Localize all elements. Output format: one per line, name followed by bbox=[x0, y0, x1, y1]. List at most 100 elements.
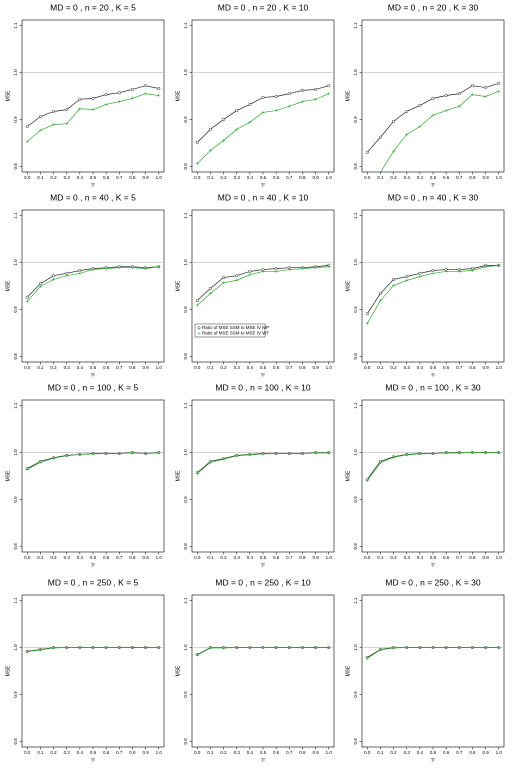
x-tick-label: 1.0 bbox=[156, 750, 163, 755]
point-marker bbox=[431, 646, 435, 650]
y-tick-label: 1.1 bbox=[183, 212, 188, 219]
y-axis-label: MSE bbox=[5, 470, 11, 482]
point-marker bbox=[157, 265, 161, 269]
x-tick-label: 0.0 bbox=[24, 175, 31, 180]
plot-area bbox=[25, 84, 161, 144]
point-marker bbox=[470, 646, 474, 650]
x-tick-label: 1.0 bbox=[496, 555, 503, 560]
y-tick-label: 0.9 bbox=[183, 496, 188, 503]
point-marker bbox=[78, 268, 82, 273]
point-marker bbox=[78, 97, 82, 101]
point-marker bbox=[287, 268, 291, 272]
x-tick-label: 0.8 bbox=[299, 365, 306, 370]
point-marker bbox=[314, 266, 318, 270]
x-tick-label: 0.1 bbox=[37, 175, 44, 180]
x-tick-label: 0.0 bbox=[194, 365, 201, 370]
point-marker bbox=[144, 451, 148, 455]
point-marker bbox=[25, 467, 29, 471]
point-marker bbox=[287, 646, 291, 650]
point-marker bbox=[431, 96, 435, 100]
panel: MD = 0 , n = 250 , K = 30 0.8 0.9 1.0 1.1 0.0… bbox=[345, 577, 505, 763]
x-tick-label: 0.9 bbox=[312, 175, 319, 180]
point-marker bbox=[300, 88, 304, 92]
point-marker bbox=[392, 149, 396, 153]
x-axis-label: τ² bbox=[431, 182, 435, 188]
x-tick-label: 0.1 bbox=[207, 365, 214, 370]
series-line bbox=[366, 83, 499, 153]
x-tick-label: 0.2 bbox=[220, 750, 227, 755]
point-marker bbox=[248, 269, 252, 274]
point-marker bbox=[365, 656, 369, 660]
point-marker bbox=[157, 86, 161, 91]
point-marker bbox=[52, 109, 56, 114]
x-tick-label: 0.9 bbox=[482, 175, 489, 180]
point-marker bbox=[444, 93, 448, 98]
x-tick-label: 0.3 bbox=[234, 750, 241, 755]
point-marker bbox=[261, 95, 265, 99]
series-line bbox=[27, 452, 159, 470]
point-marker bbox=[497, 81, 501, 85]
y-axis-label: MSE bbox=[175, 665, 181, 677]
x-tick-label: 0.9 bbox=[142, 555, 149, 560]
point-marker bbox=[261, 269, 265, 273]
point-marker bbox=[52, 646, 56, 650]
point-marker bbox=[248, 453, 252, 457]
point-marker bbox=[248, 646, 252, 650]
point-marker bbox=[222, 646, 226, 650]
x-tick-label: 0.5 bbox=[90, 365, 97, 370]
point-marker bbox=[25, 124, 29, 129]
x-tick-label: 0.2 bbox=[220, 555, 227, 560]
point-marker bbox=[104, 267, 108, 271]
point-marker bbox=[378, 291, 382, 296]
x-tick-label: 0.9 bbox=[482, 365, 489, 370]
point-marker bbox=[222, 139, 226, 143]
point-marker bbox=[91, 108, 95, 112]
y-tick-label: 1.0 bbox=[353, 259, 358, 266]
x-tick-label: 0.3 bbox=[234, 365, 241, 370]
y-axis-label: MSE bbox=[175, 90, 181, 102]
x-tick-label: 0.3 bbox=[234, 175, 241, 180]
point-marker bbox=[314, 87, 318, 91]
y-tick-label: 1.0 bbox=[13, 259, 18, 266]
x-tick-label: 0.5 bbox=[90, 555, 97, 560]
x-tick-label: 0.6 bbox=[273, 175, 280, 180]
x-tick-label: 0.5 bbox=[430, 175, 437, 180]
point-marker bbox=[431, 271, 435, 275]
point-marker bbox=[144, 92, 148, 96]
y-axis-label: MSE bbox=[5, 665, 11, 677]
point-marker bbox=[444, 269, 448, 273]
point-marker bbox=[65, 274, 69, 278]
point-marker bbox=[444, 109, 448, 113]
point-marker bbox=[78, 452, 82, 456]
point-marker bbox=[457, 451, 461, 455]
x-tick-label: 0.0 bbox=[24, 750, 31, 755]
y-axis-label: MSE bbox=[345, 665, 351, 677]
point-marker bbox=[52, 123, 56, 127]
x-tick-label: 0.4 bbox=[77, 555, 84, 560]
point-marker bbox=[484, 94, 488, 98]
x-tick-label: 0.2 bbox=[390, 750, 397, 755]
point-marker bbox=[380, 170, 381, 172]
y-tick-label: 0.9 bbox=[353, 116, 358, 123]
x-tick-label: 0.6 bbox=[103, 555, 110, 560]
x-tick-label: 0.4 bbox=[247, 175, 254, 180]
point-marker bbox=[117, 451, 121, 455]
panel-title: MD = 0 , n = 250 , K = 10 bbox=[215, 577, 310, 587]
point-marker bbox=[300, 451, 304, 455]
x-tick-label: 0.0 bbox=[364, 750, 371, 755]
series-line bbox=[366, 452, 499, 481]
point-marker bbox=[208, 148, 212, 152]
y-axis-label: MSE bbox=[345, 280, 351, 292]
x-tick-label: 0.7 bbox=[286, 555, 293, 560]
panel-title: MD = 0 , n = 250 , K = 5 bbox=[48, 577, 139, 587]
point-marker bbox=[484, 646, 488, 650]
point-marker bbox=[65, 646, 69, 650]
y-tick-label: 1.0 bbox=[13, 449, 18, 456]
y-tick-label: 1.1 bbox=[183, 22, 188, 29]
y-tick-label: 0.8 bbox=[353, 738, 358, 745]
x-tick-label: 0.6 bbox=[103, 365, 110, 370]
point-marker bbox=[130, 266, 134, 270]
point-marker bbox=[470, 93, 474, 97]
point-marker bbox=[470, 84, 474, 88]
legend-marker bbox=[197, 326, 201, 330]
